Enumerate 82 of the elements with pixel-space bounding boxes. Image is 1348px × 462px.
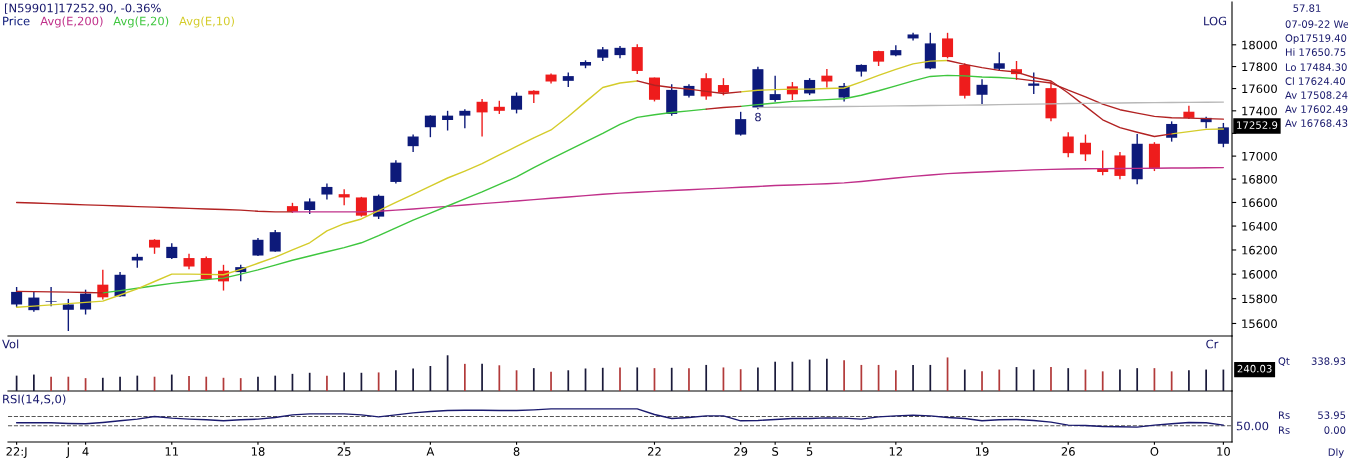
x-tick-label: A: [426, 447, 435, 456]
text: Rs: [1278, 411, 1290, 419]
text: Op17519.40: [1285, 34, 1347, 44]
annotation: 240.03: [1237, 364, 1272, 373]
annotation: 8: [755, 112, 761, 122]
chart-title: [N59901]17252.90, -0.36%: [4, 3, 161, 14]
y-tick-label: 17600: [1242, 84, 1277, 94]
text: Rs: [1278, 426, 1290, 434]
x-tick-label: 11: [165, 447, 179, 456]
text: Dly: [1328, 448, 1344, 458]
y-tick-label: 16200: [1242, 245, 1277, 255]
text: 50.00: [1236, 421, 1269, 431]
text: 57.81: [1293, 4, 1321, 12]
candlestick: [476, 98, 488, 138]
annotation: LOG: [1204, 16, 1227, 26]
candlestick: [424, 114, 436, 138]
text: RSI(14,S,0): [3, 394, 66, 405]
x-tick-label: 19: [975, 447, 989, 456]
candlestick: [511, 91, 523, 115]
y-tick-label: 16800: [1242, 174, 1277, 184]
x-tick-label: 25: [337, 447, 351, 456]
candlestick: [390, 159, 402, 185]
candlestick: [976, 78, 988, 105]
text: 0.00: [1324, 426, 1346, 434]
text: 07-09-22 We: [1285, 20, 1348, 28]
x-tick-label: 22:J: [6, 447, 27, 458]
candlestick: [1079, 133, 1091, 162]
candlestick: [942, 32, 954, 60]
x-tick-label: 26: [1061, 447, 1075, 456]
candlestick: [338, 188, 350, 206]
candlestick: [631, 43, 643, 75]
x-tick-label: 4: [82, 447, 89, 456]
candlestick: [735, 111, 747, 137]
x-tick-label: 29: [734, 447, 748, 456]
candlestick: [459, 108, 471, 129]
x-tick-label: 8: [513, 447, 520, 456]
text: Hi 17650.75: [1285, 48, 1346, 56]
y-tick-label: 17000: [1242, 151, 1277, 161]
candlestick: [1217, 122, 1229, 148]
text: Vol: [2, 339, 19, 349]
candlestick: [993, 51, 1005, 72]
candlestick: [1028, 71, 1040, 95]
text: Cr: [1206, 339, 1219, 349]
candlestick: [442, 110, 454, 132]
text: Price: [3, 16, 30, 26]
text: Avg(E,20): [113, 16, 169, 28]
x-tick-label: O: [1150, 447, 1159, 456]
candlestick: [1166, 120, 1178, 143]
x-tick-label: 18: [251, 447, 265, 456]
text: 338.93: [1311, 357, 1346, 365]
y-tick-label: 15800: [1242, 294, 1277, 304]
x-tick-label: J: [66, 447, 69, 458]
x-tick-label: 10: [1217, 447, 1230, 456]
text: Av 16768.43: [1285, 119, 1348, 127]
text: Cl 17624.40: [1285, 77, 1345, 85]
y-tick-label: 17800: [1242, 62, 1277, 72]
x-tick-label: 5: [806, 447, 813, 456]
candlestick: [1062, 131, 1074, 158]
y-tick-label: 16000: [1242, 270, 1277, 279]
text: Av 17602.49: [1285, 105, 1348, 113]
y-tick-label: 18000: [1242, 40, 1277, 50]
y-tick-label: 15600: [1242, 319, 1277, 329]
x-tick-label: 12: [889, 447, 903, 456]
text: Avg(E,200): [40, 16, 103, 28]
y-tick-label: 16400: [1242, 221, 1277, 231]
candlestick: [62, 298, 74, 332]
candlestick: [1114, 151, 1126, 180]
candlestick: [11, 286, 23, 308]
text: Lo 17484.30: [1285, 63, 1347, 71]
x-tick-label: S: [772, 447, 779, 456]
text: Avg(E,10): [179, 16, 234, 28]
y-tick-label: 16600: [1242, 198, 1277, 208]
candlestick: [769, 74, 781, 103]
y-tick-label: 17400: [1242, 106, 1277, 116]
text: Av 17508.24: [1285, 91, 1348, 99]
text: Qt: [1278, 357, 1290, 367]
candlestick: [80, 288, 92, 316]
candlestick: [269, 229, 281, 253]
x-tick-label: 22: [647, 447, 661, 456]
text: 17252.9: [1237, 121, 1278, 129]
candlestick: [700, 72, 712, 101]
text: 53.95: [1318, 411, 1346, 419]
